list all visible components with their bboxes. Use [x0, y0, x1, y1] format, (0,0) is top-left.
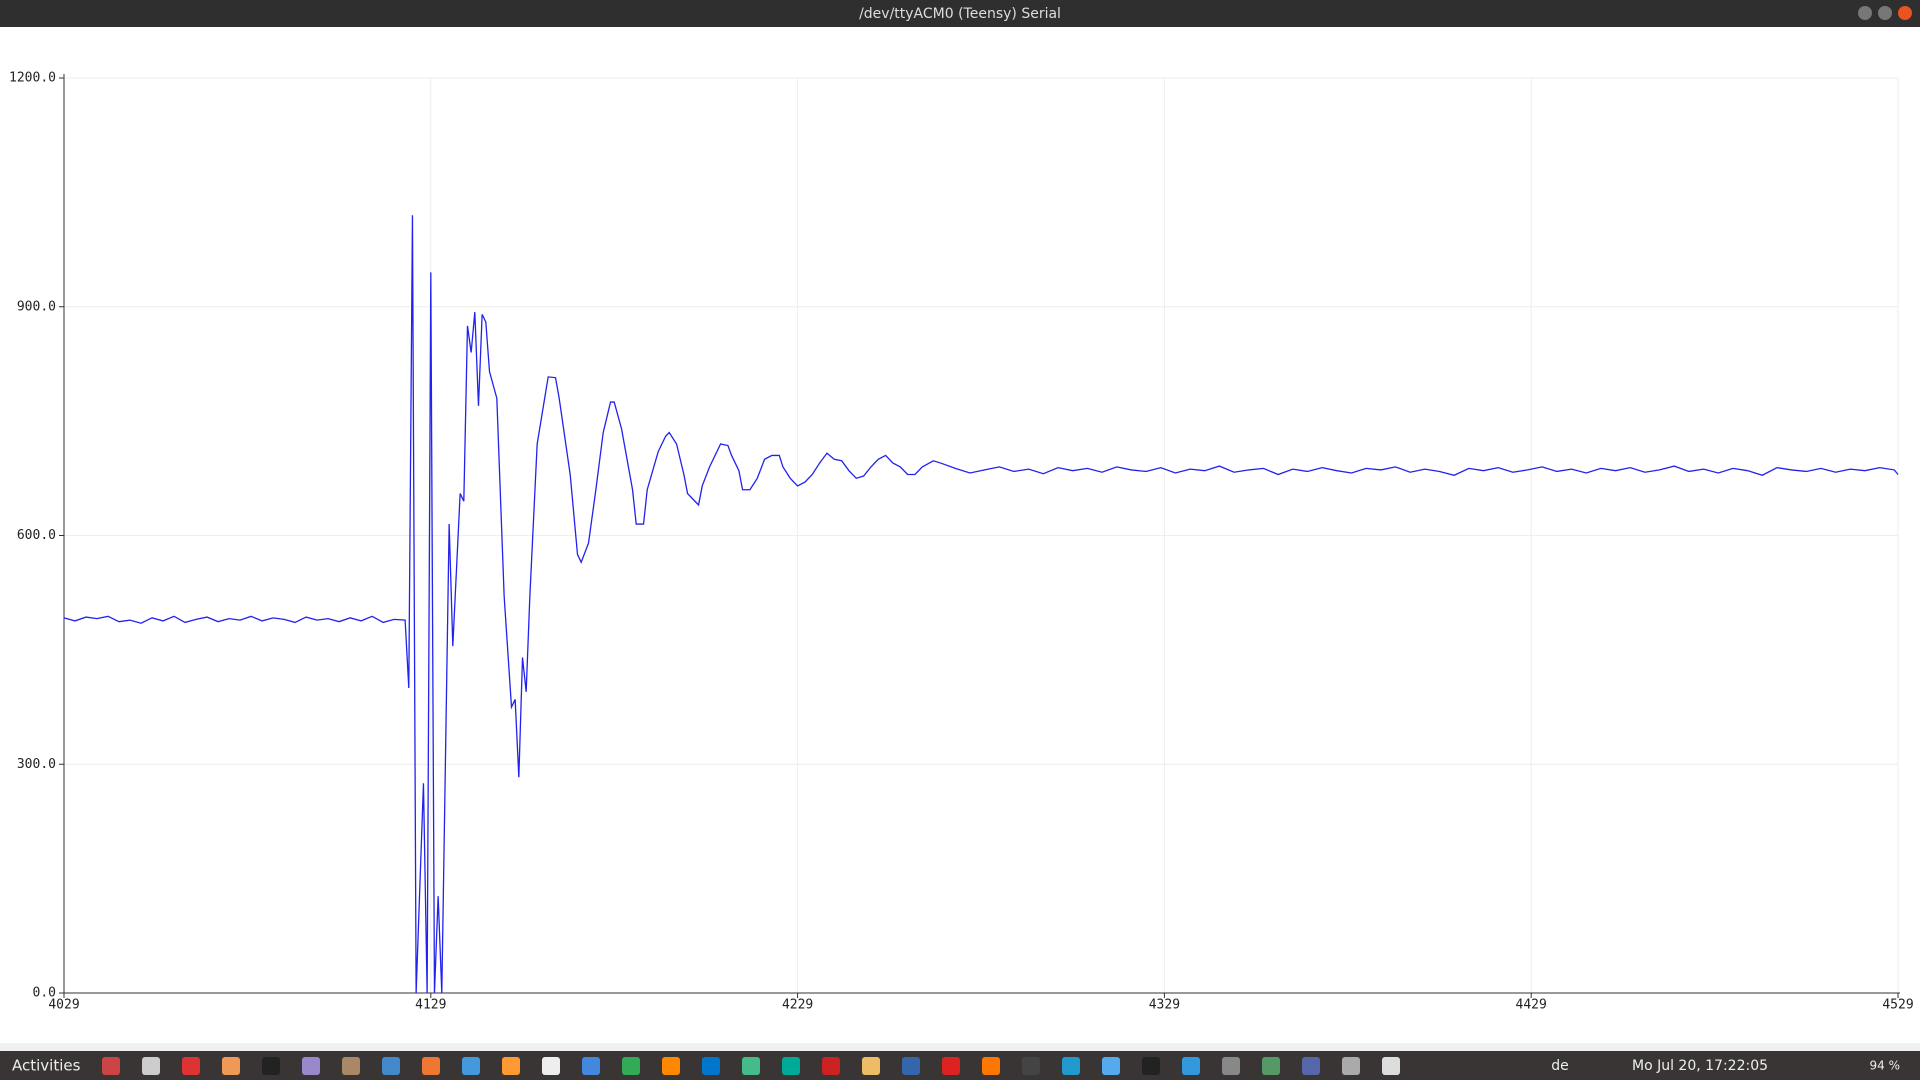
app-icons	[102, 1057, 1400, 1075]
app-icon	[902, 1057, 920, 1075]
app-icon	[662, 1057, 680, 1075]
app-icon	[502, 1057, 520, 1075]
app-icon	[782, 1057, 800, 1075]
app-icon	[582, 1057, 600, 1075]
y-tick-label: 600.0	[17, 528, 56, 543]
bottom-strip	[0, 1043, 1920, 1051]
app-icon	[542, 1057, 560, 1075]
x-tick-label: 4229	[782, 998, 813, 1013]
app-icon	[702, 1057, 720, 1075]
title-bar	[0, 0, 1920, 27]
close-button[interactable]	[1898, 6, 1912, 20]
app-icon	[982, 1057, 1000, 1075]
app-icon	[302, 1057, 320, 1075]
y-tick-label: 300.0	[17, 757, 56, 772]
clock[interactable]: Mo Jul 20, 17:22:05	[1632, 1058, 1768, 1074]
app-icon	[1182, 1057, 1200, 1075]
app-icon	[422, 1057, 440, 1075]
app-icon	[462, 1057, 480, 1075]
app-icon	[942, 1057, 960, 1075]
x-tick-label: 4029	[48, 998, 79, 1013]
app-icon	[1382, 1057, 1400, 1075]
app-icon	[1142, 1057, 1160, 1075]
app-icon	[1022, 1057, 1040, 1075]
app-icon	[262, 1057, 280, 1075]
window-title: /dev/ttyACM0 (Teensy) Serial	[859, 6, 1061, 22]
app-icon	[1222, 1057, 1240, 1075]
minimize-button[interactable]	[1858, 6, 1872, 20]
app-icon	[1262, 1057, 1280, 1075]
app-icon	[862, 1057, 880, 1075]
data-line	[63, 215, 1899, 994]
x-tick-label: 4329	[1149, 998, 1180, 1013]
x-tick-label: 4529	[1882, 998, 1913, 1013]
y-tick-label: 1200.0	[9, 71, 56, 86]
app-icon	[1302, 1057, 1320, 1075]
x-tick-label: 4129	[415, 998, 446, 1013]
app-icon	[222, 1057, 240, 1075]
app-icon	[742, 1057, 760, 1075]
app-icon	[102, 1057, 120, 1075]
maximize-button[interactable]	[1878, 6, 1892, 20]
app-icon	[1342, 1057, 1360, 1075]
battery[interactable]: 94 %	[1870, 1059, 1901, 1073]
app-icon	[182, 1057, 200, 1075]
y-tick-label: 900.0	[17, 299, 56, 314]
x-tick-label: 4429	[1516, 998, 1547, 1013]
app-icon	[622, 1057, 640, 1075]
y-tick-label: 0.0	[33, 986, 56, 1001]
app-icon	[382, 1057, 400, 1075]
activities[interactable]: Activities	[12, 1057, 81, 1075]
keyboard-layout[interactable]: de	[1551, 1058, 1569, 1074]
app-icon	[1062, 1057, 1080, 1075]
app-icon	[822, 1057, 840, 1075]
app-icon	[1102, 1057, 1120, 1075]
app-icon	[342, 1057, 360, 1075]
app-icon	[142, 1057, 160, 1075]
